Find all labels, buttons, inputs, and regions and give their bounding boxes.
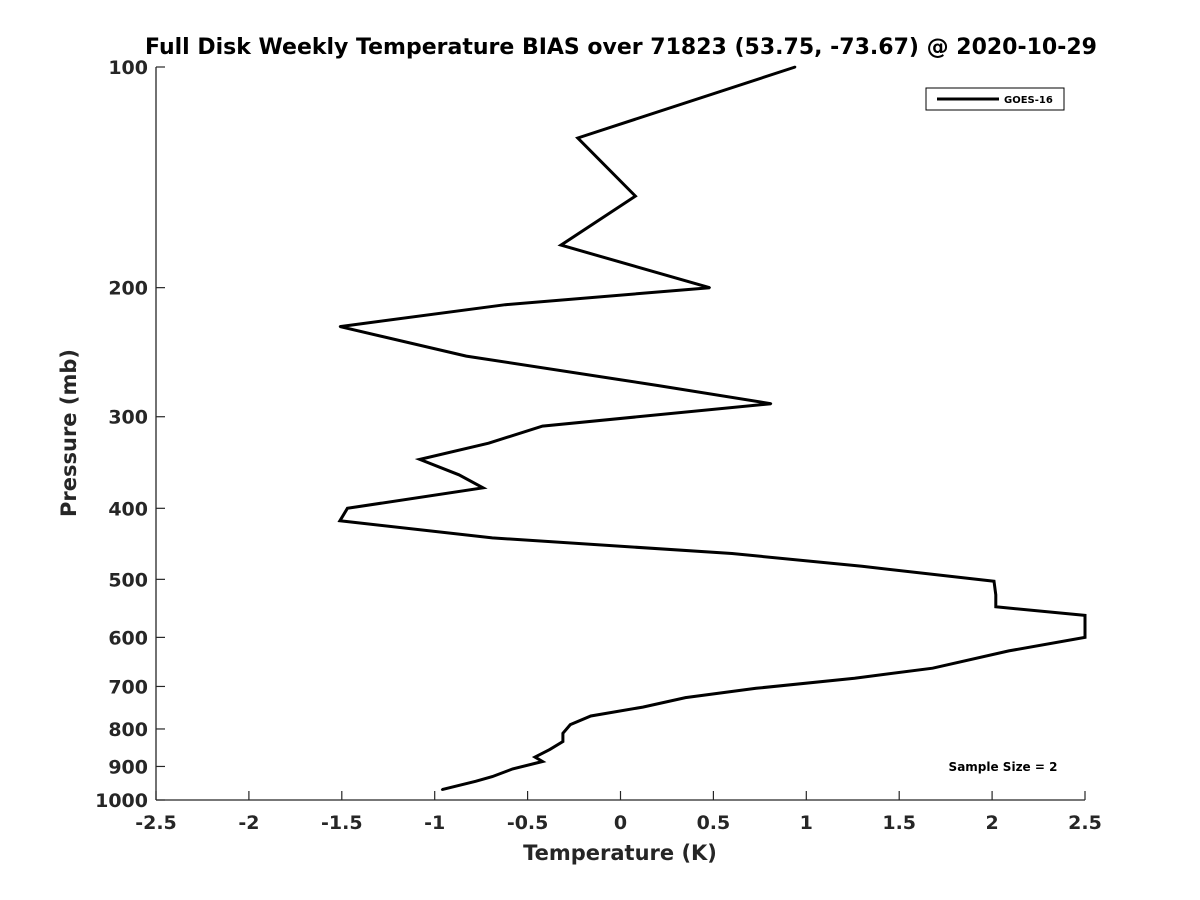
data-point (1007, 649, 1011, 653)
data-point (793, 65, 797, 69)
data-point (548, 748, 552, 751)
x-tick-label: 2.5 (1068, 812, 1102, 834)
x-tick-label: -2.5 (135, 812, 177, 834)
data-point (1083, 636, 1087, 639)
data-point (994, 593, 998, 597)
data-point (541, 424, 544, 428)
data-point (346, 507, 349, 510)
data-point (569, 723, 572, 726)
data-point (474, 780, 477, 783)
data-point (418, 458, 422, 461)
sample-size-annotation: Sample Size = 2 (949, 760, 1058, 774)
x-tick-label: 0.5 (697, 812, 731, 834)
data-point (853, 676, 856, 680)
data-point (487, 441, 490, 445)
y-tick-label: 1000 (95, 790, 148, 812)
y-tick-label: 400 (108, 498, 148, 520)
data-point (634, 194, 637, 198)
x-tick-label: -0.5 (507, 812, 549, 834)
x-tick-label: 0 (614, 812, 627, 834)
data-point (559, 243, 563, 247)
data-point (754, 687, 758, 690)
y-tick-label: 900 (108, 756, 148, 778)
x-axis-title: Temperature (K) (523, 841, 717, 865)
data-point (481, 486, 485, 489)
data-point (641, 705, 644, 709)
y-tick-label: 700 (108, 676, 148, 698)
data-point (541, 760, 544, 763)
data-point (465, 354, 468, 358)
data-point (511, 767, 514, 771)
x-tick-label: 1.5 (882, 812, 916, 834)
data-point (860, 565, 864, 568)
data-point (931, 667, 934, 670)
x-tick-label: -1.5 (321, 812, 363, 834)
x-tick-label: 2 (985, 812, 998, 834)
legend-label-goes-16: GOES-16 (1004, 95, 1053, 106)
y-tick-label: 500 (108, 569, 148, 591)
data-point (656, 384, 659, 387)
y-axis-title: Pressure (mb) (57, 349, 81, 517)
data-point (561, 740, 565, 743)
y-axis-ticks: 100 200 300 400 500 600 700 800 900 1000 (95, 57, 165, 812)
legend: GOES-16 (925, 87, 1065, 111)
data-point (491, 775, 494, 778)
data-point (576, 136, 579, 140)
data-point (338, 519, 342, 522)
chart-title: Full Disk Weekly Temperature BIAS over 7… (145, 35, 1097, 60)
data-point (730, 552, 734, 555)
x-tick-label: -1 (424, 812, 445, 834)
data-point (338, 325, 342, 328)
data-point (533, 755, 537, 759)
x-tick-label: -2 (238, 812, 259, 834)
data-point (504, 303, 507, 306)
data-point (992, 580, 996, 583)
data-points (338, 65, 1087, 791)
x-axis-ticks: -2.5 -2 -1.5 -1 -0.5 0 0.5 1 1.5 2 2.5 (135, 791, 1102, 834)
data-point (708, 286, 711, 289)
data-point (769, 402, 773, 405)
data-point (457, 473, 461, 476)
series-line-goes-16 (337, 65, 1087, 792)
y-tick-label: 600 (108, 627, 148, 649)
data-point (491, 536, 494, 540)
data-point (561, 732, 565, 735)
y-tick-label: 800 (108, 719, 148, 741)
data-point (1083, 614, 1087, 617)
data-point (684, 696, 687, 699)
y-tick-label: 100 (108, 57, 148, 79)
data-point (994, 605, 998, 608)
data-point (440, 788, 444, 791)
y-tick-label: 300 (108, 407, 148, 429)
data-point (589, 714, 592, 718)
y-tick-label: 200 (108, 278, 148, 300)
x-tick-label: 1 (800, 812, 813, 834)
